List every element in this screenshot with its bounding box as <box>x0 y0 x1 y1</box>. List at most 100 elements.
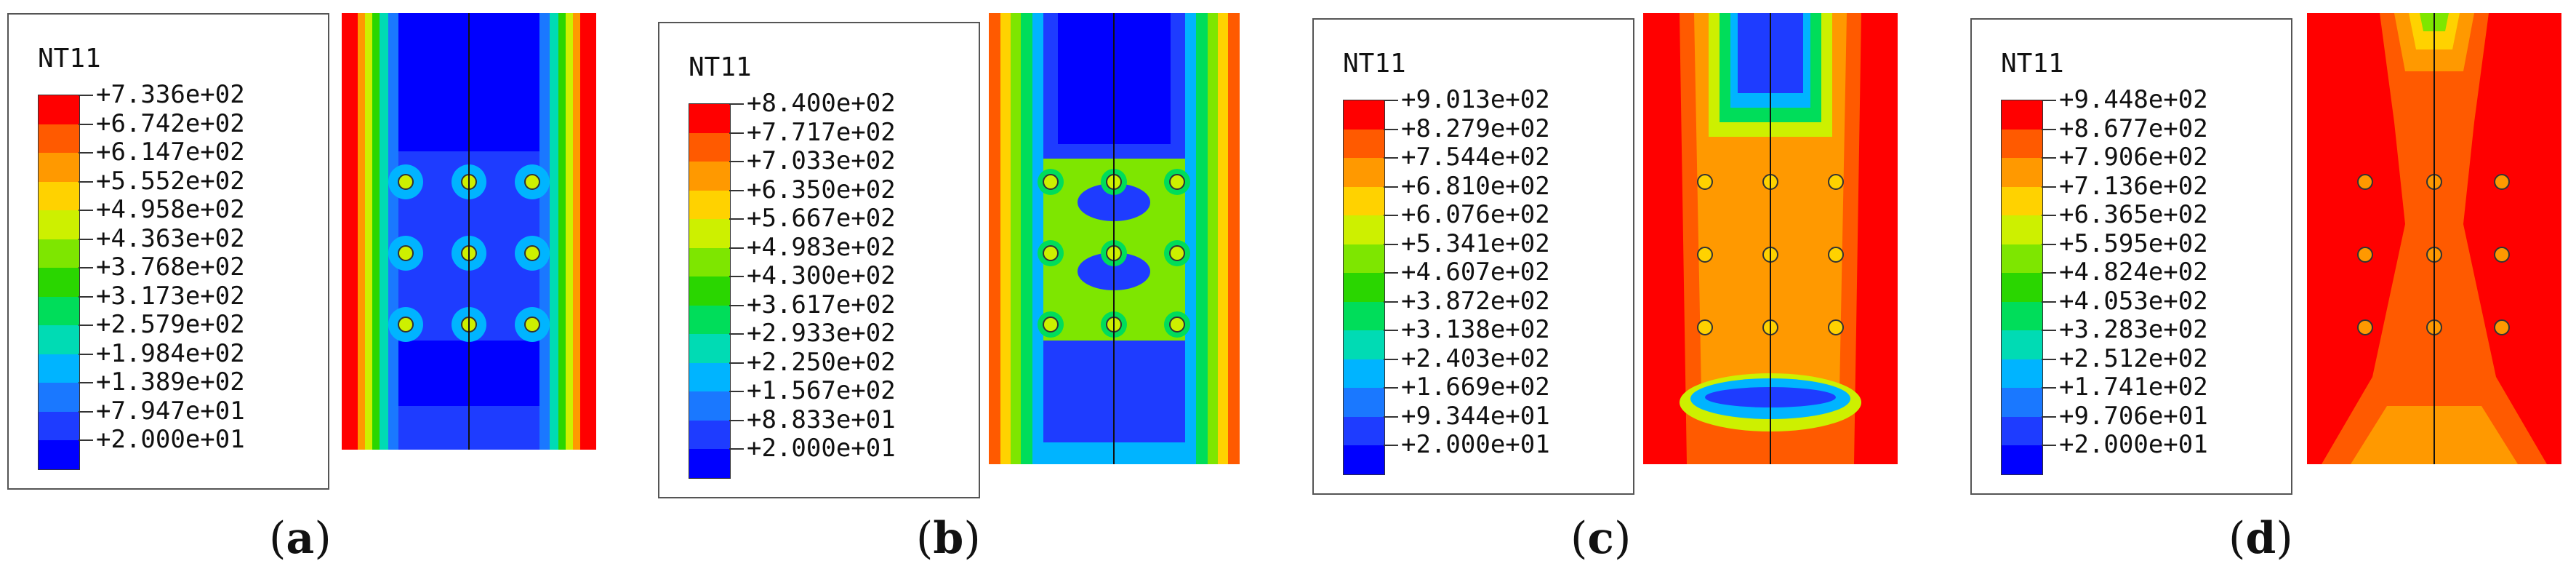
bolt-hole <box>398 245 414 261</box>
legend-value-label: +1.984e+02 <box>96 338 245 368</box>
legend-swatch <box>689 162 730 191</box>
legend-value-label: +4.983e+02 <box>747 232 896 262</box>
legend-swatch <box>1344 158 1384 187</box>
legend-tick <box>79 382 93 383</box>
edge-band-left <box>342 13 358 450</box>
legend-tick <box>729 419 744 421</box>
bolt-hole <box>1043 245 1059 261</box>
legend-value-label: +6.810e+02 <box>1401 171 1550 201</box>
bolt-hole <box>2357 174 2373 190</box>
edge-band-right <box>566 13 573 450</box>
legend-title: NT11 <box>1343 49 1406 79</box>
edge-band-right <box>573 13 580 450</box>
legend-swatch <box>1344 301 1384 330</box>
legend-swatch <box>39 210 79 239</box>
legend-tick <box>1384 415 1398 418</box>
legend-value-label: +6.365e+02 <box>2059 200 2208 229</box>
legend-value-label: +8.833e+01 <box>747 405 896 434</box>
legend-tick <box>1384 301 1398 303</box>
legend-swatch <box>39 268 79 297</box>
temperature-contour-plot <box>2307 13 2561 464</box>
panel-caption: (d) <box>2228 513 2293 564</box>
legend-tick <box>79 410 93 413</box>
legend-tick <box>79 295 93 298</box>
legend-swatch <box>689 305 730 334</box>
edge-band-left <box>358 13 365 450</box>
legend-tick <box>729 448 744 450</box>
legend-tick <box>2042 157 2056 159</box>
legend-value-label: +1.389e+02 <box>96 367 245 397</box>
legend-value-label: +4.958e+02 <box>96 195 245 224</box>
legend-tick <box>1384 243 1398 245</box>
legend-swatch <box>2002 416 2042 445</box>
temperature-contour-plot <box>989 13 1240 464</box>
legend-tick <box>79 123 93 125</box>
legend-title: NT11 <box>38 44 101 73</box>
legend-swatch <box>39 296 79 325</box>
legend-swatch <box>39 325 79 354</box>
legend-tick <box>729 189 744 191</box>
bolt-hole <box>1169 317 1185 333</box>
bolt-hole <box>1828 247 1844 263</box>
panel-caption: (b) <box>916 513 981 564</box>
bolt-hole <box>398 174 414 190</box>
legend-tick <box>1384 387 1398 389</box>
legend-swatch <box>39 383 79 412</box>
legend-tick <box>2042 186 2056 188</box>
edge-band-left <box>365 13 372 450</box>
legend-value-label: +8.400e+02 <box>747 89 896 118</box>
legend-box: NT11 +9.448e+02 +8.677e+02 +7.906e+02 +7.13… <box>1970 18 2292 495</box>
legend-tick <box>1384 186 1398 188</box>
edge-band-left <box>380 13 388 450</box>
edge-band-right <box>539 13 550 450</box>
legend-tick <box>79 267 93 268</box>
legend-swatch <box>689 247 730 276</box>
bolt-hole <box>2494 174 2510 190</box>
legend-tick <box>1384 215 1398 216</box>
legend-box: NT11 +8.400e+02 +7.717e+02 +7.033e+02 +6.35… <box>658 22 980 498</box>
legend-swatch <box>39 95 79 124</box>
legend-swatch <box>2002 359 2042 388</box>
legend-swatch <box>2002 244 2042 273</box>
bolt-hole <box>524 245 540 261</box>
legend-title: NT11 <box>689 52 752 82</box>
legend-tick <box>729 362 744 364</box>
legend-tick <box>1384 128 1398 130</box>
legend-swatch <box>1344 330 1384 359</box>
legend-tick <box>729 333 744 335</box>
legend-swatch <box>39 440 79 469</box>
bolt-hole <box>524 174 540 190</box>
legend-swatch <box>39 239 79 268</box>
legend-value-label: +8.279e+02 <box>1401 114 1550 143</box>
legend-swatch <box>1344 273 1384 302</box>
legend-value-label: +7.947e+01 <box>96 396 245 426</box>
legend-swatch <box>2002 158 2042 187</box>
legend-tick <box>2042 272 2056 274</box>
legend-swatch <box>1344 129 1384 158</box>
legend-tick <box>79 180 93 183</box>
legend-swatch <box>689 420 730 449</box>
bolt-hole <box>1828 319 1844 335</box>
legend-value-label: +7.717e+02 <box>747 117 896 147</box>
legend-value-label: +7.033e+02 <box>747 146 896 175</box>
legend-color-scale <box>38 95 80 470</box>
legend-swatch <box>689 190 730 219</box>
legend-value-label: +2.933e+02 <box>747 319 896 348</box>
legend-value-label: +9.706e+01 <box>2059 401 2208 431</box>
bolt-hole <box>1043 174 1059 190</box>
legend-value-label: +1.669e+02 <box>1401 373 1550 402</box>
legend-box: NT11 +7.336e+02 +6.742e+02 +6.147e+02 +5.55… <box>7 13 329 490</box>
legend-value-label: +6.076e+02 <box>1401 200 1550 229</box>
legend-tick <box>79 353 93 355</box>
edge-band-right <box>550 13 558 450</box>
legend-value-label: +1.567e+02 <box>747 376 896 405</box>
legend-tick <box>2042 100 2056 101</box>
legend-swatch <box>1344 388 1384 417</box>
legend-value-label: +9.013e+02 <box>1401 85 1550 114</box>
bolt-hole <box>2494 319 2510 335</box>
legend-value-label: +2.000e+01 <box>2059 430 2208 459</box>
legend-value-label: +2.512e+02 <box>2059 343 2208 373</box>
legend-swatch <box>2002 129 2042 158</box>
bolt-hole <box>1697 174 1713 190</box>
bolt-hole <box>1697 319 1713 335</box>
